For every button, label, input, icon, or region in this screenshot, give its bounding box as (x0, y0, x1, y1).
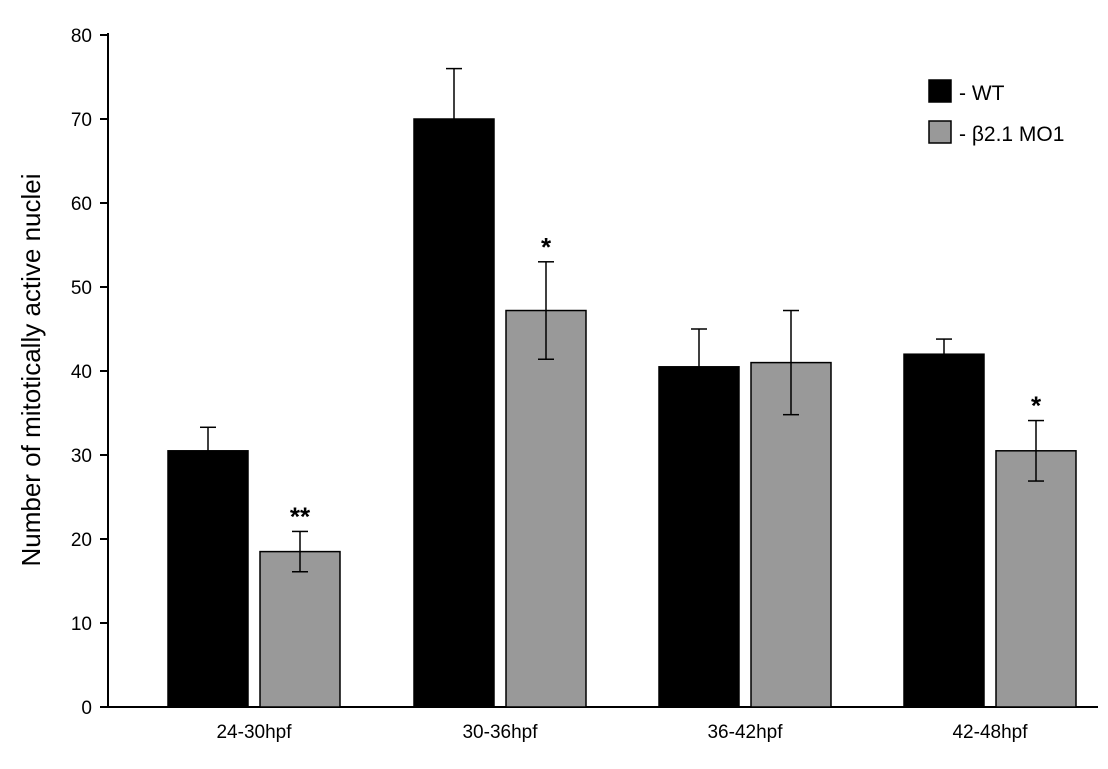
bar (995, 450, 1077, 708)
x-ticks: 24-30hpf 30-36hpf 36-42hpf 42-48hpf (216, 722, 1028, 743)
significance-label: * (541, 232, 552, 262)
legend: - WT - β2.1 MO1 (928, 79, 1064, 146)
legend-swatch (928, 120, 952, 144)
bar (259, 550, 341, 708)
bar (903, 353, 985, 708)
legend-label: - β2.1 MO1 (959, 123, 1064, 146)
y-tick-label: 70 (71, 110, 92, 131)
significance-label: * (1031, 391, 1042, 421)
y-tick-label: 80 (71, 26, 92, 47)
y-tick-label: 30 (71, 446, 92, 467)
y-tick-label: 20 (71, 530, 92, 551)
bars: **** (167, 67, 1077, 708)
legend-swatch (928, 79, 952, 103)
legend-label: - WT (959, 82, 1005, 105)
y-axis-title: Number of mitotically active nuclei (16, 173, 46, 566)
bar (658, 366, 740, 708)
y-tick-label: 10 (71, 614, 92, 635)
bar (750, 361, 832, 708)
bar (167, 450, 249, 708)
y-tick-label: 60 (71, 194, 92, 215)
x-tick-label: 42-48hpf (952, 722, 1028, 743)
x-tick-label: 24-30hpf (216, 722, 292, 743)
bar (505, 309, 587, 708)
y-tick-label: 50 (71, 278, 92, 299)
y-ticks: 0 10 20 30 40 50 60 70 80 (71, 26, 108, 719)
x-tick-label: 36-42hpf (707, 722, 783, 743)
x-tick-label: 30-36hpf (462, 722, 538, 743)
y-tick-label: 40 (71, 362, 92, 383)
significance-label: ** (290, 501, 311, 531)
y-tick-label: 0 (81, 698, 92, 719)
y-axis-title-group: Number of mitotically active nuclei (16, 173, 46, 566)
bar (413, 118, 495, 708)
